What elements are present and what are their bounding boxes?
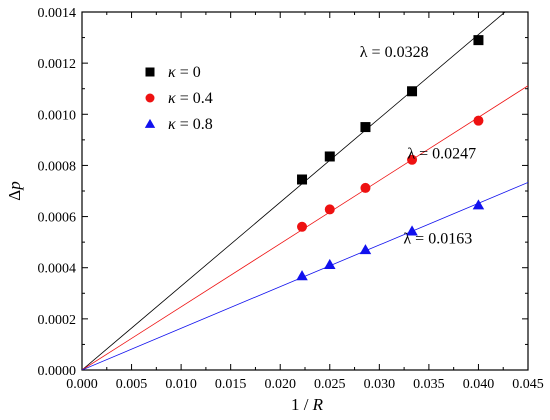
slope-annotation: λ = 0.0328 [360,44,429,61]
data-point [360,182,371,193]
x-axis-title: 1 / R [291,395,324,414]
x-tick-label: 0.025 [314,377,346,392]
y-axis-title-part: Δ [5,190,24,201]
x-axis-title-part: / [299,395,308,414]
legend-symbol: κ [168,116,176,133]
x-axis-title-part: R [308,395,323,414]
legend-value: = 0 [176,64,201,81]
data-point [473,115,484,126]
x-tick-label: 0.005 [116,377,148,392]
legend-label: κ = 0.8 [168,116,213,133]
x-tick-label: 0.000 [66,377,98,392]
data-point [324,258,336,269]
legend-value: = 0.4 [176,90,213,107]
data-point [297,174,308,185]
data-point [407,86,418,97]
y-tick-label: 0.0002 [38,313,77,328]
data-point [406,225,418,236]
x-tick-label: 0.040 [463,377,495,392]
x-tick-label: 0.015 [215,377,247,392]
data-point [473,35,484,46]
data-point [359,244,372,255]
legend-value: = 0.8 [176,116,213,133]
data-point [407,154,418,165]
y-axis-title-part: p [5,181,24,191]
plot-frame [81,11,529,371]
slope-annotation: λ = 0.0247 [407,145,476,162]
x-tick-label: 0.020 [264,377,296,392]
data-point [324,151,335,162]
data-point [472,199,485,210]
legend-marker [145,67,155,77]
legend-symbol: κ [168,90,176,107]
legend-marker [145,93,155,103]
y-axis-title: Δp [5,181,24,200]
legend-label: κ = 0.4 [168,90,213,107]
y-tick-label: 0.0006 [38,211,77,226]
y-tick-label: 0.0008 [38,159,77,174]
y-tick-label: 0.0000 [38,364,77,379]
fit-line [82,12,506,370]
data-point [296,270,308,281]
x-tick-label: 0.035 [413,377,445,392]
data-point [360,122,371,133]
data-point [297,221,308,232]
data-point [324,204,335,215]
slope-annotation: λ = 0.0163 [403,230,472,247]
legend-label: κ = 0 [168,64,201,81]
y-tick-label: 0.0004 [38,262,77,277]
legend-marker [144,118,156,128]
x-tick-label: 0.030 [364,377,396,392]
legend-symbol: κ [168,64,176,81]
y-tick-label: 0.0012 [38,57,77,72]
y-tick-label: 0.0010 [38,108,77,123]
x-axis-title-part: 1 [291,395,300,414]
y-tick-label: 0.0014 [38,6,77,21]
x-tick-label: 0.010 [165,377,197,392]
x-tick-label: 0.045 [512,377,544,392]
